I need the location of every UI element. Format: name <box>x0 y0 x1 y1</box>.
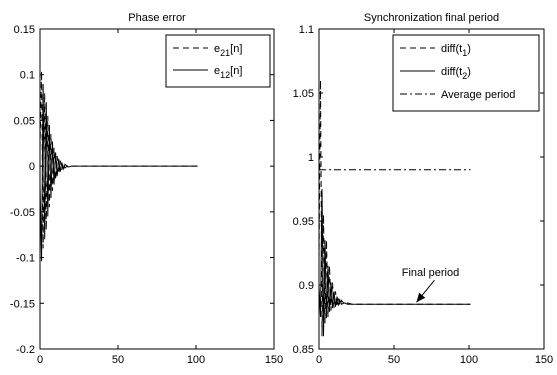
legend-box <box>165 34 271 88</box>
series-line-e12-n <box>40 83 198 262</box>
y-tick-label: 0.05 <box>14 115 35 127</box>
y-tick-label: -0.05 <box>10 207 35 219</box>
x-tick-label: 50 <box>388 354 400 366</box>
chart-panel-left: Phase error 0 50 100 150 -0.2 -0.15 -0.1 -0.05 0 0… <box>10 12 283 366</box>
y-tick-label: 1.05 <box>293 88 314 100</box>
y-tick-label: 1 <box>308 152 314 164</box>
y-tick-label: -0.2 <box>16 344 35 356</box>
chart-panel-right: Synchronization final period 0 50 100 150 0.8… <box>293 12 554 366</box>
legend: diff(t1)diff(t2)Average period <box>392 34 540 112</box>
y-tick-label: 0 <box>29 161 35 173</box>
x-tick-label: 50 <box>112 354 124 366</box>
y-tick-label: 0.1 <box>20 70 35 82</box>
y-tick-label: -0.1 <box>16 253 35 265</box>
y-tick-label: 0.95 <box>293 216 314 228</box>
y-tick-label: 0.85 <box>293 344 314 356</box>
series-group <box>40 71 198 262</box>
x-tick-label: 150 <box>265 354 283 366</box>
series-line-diff-t2 <box>319 188 471 337</box>
x-tick-label: 100 <box>187 354 205 366</box>
annotation-text: Final period <box>402 267 459 279</box>
plot-frame <box>318 28 545 350</box>
series-line-e21-n <box>40 71 198 249</box>
y-tick-label: 0.9 <box>299 280 314 292</box>
annotation-arrowhead <box>416 292 426 303</box>
legend-label-average-period: Average period <box>441 89 515 101</box>
series-line-diff-t1 <box>319 80 471 337</box>
legend-label-e12-n: e12[n] <box>214 65 242 80</box>
series-group <box>319 80 471 337</box>
x-tick-label: 0 <box>316 354 322 366</box>
chart-title: Phase error <box>128 12 186 24</box>
x-tick-label: 0 <box>37 354 43 366</box>
x-tick-label: 100 <box>460 354 478 366</box>
y-tick-label: 1.1 <box>299 24 314 36</box>
y-tick-label: 0.15 <box>14 24 35 36</box>
x-tick-label: 150 <box>535 354 553 366</box>
legend: e21[n]e12[n] <box>165 34 271 88</box>
legend-box <box>392 34 540 112</box>
chart-title: Synchronization final period <box>364 12 499 24</box>
y-tick-label: -0.15 <box>10 298 35 310</box>
